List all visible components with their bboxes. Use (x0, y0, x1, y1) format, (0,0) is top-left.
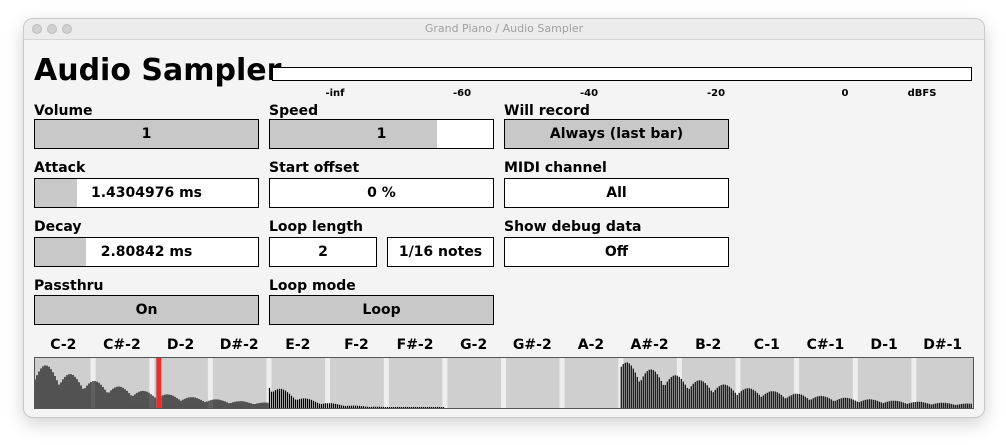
key-separator (852, 358, 858, 408)
speed-label: Speed (269, 103, 319, 119)
meter-unit-label: dBFS (907, 88, 937, 99)
key-label: D-2 (166, 337, 195, 353)
key-label: D#-2 (219, 337, 259, 353)
loop-mode-select[interactable]: Loop (269, 295, 494, 325)
meter-tick-label: -60 (452, 88, 472, 99)
key-separator (149, 358, 155, 408)
meter-tick-label: -20 (706, 88, 726, 99)
key-separator (794, 358, 800, 408)
keyboard-key-labels: C-2 C#-2 D-2 D#-2 E-2 F-2 F#-2 G-2 G#-2 A-2 A#-2 B-… (34, 337, 974, 355)
loop-length-label: Loop length (269, 219, 363, 235)
volume-label: Volume (34, 103, 93, 119)
zoom-window-button[interactable] (62, 24, 72, 34)
meter-tick-label: 0 (841, 88, 849, 99)
passthru-toggle[interactable]: On (34, 295, 259, 325)
waveform-segment (620, 362, 972, 408)
key-separator (735, 358, 741, 408)
key-label: D#-1 (923, 337, 963, 353)
key-label: G#-2 (512, 337, 552, 353)
loop-length-unit-select[interactable]: 1/16 notes (387, 237, 494, 267)
loop-mode-label: Loop mode (269, 278, 356, 294)
key-separator (501, 358, 506, 408)
key-label: A-2 (577, 337, 605, 353)
key-separator (325, 358, 331, 408)
key-separator (383, 358, 389, 408)
key-label: F#-2 (396, 337, 434, 353)
key-label: D-1 (870, 337, 898, 353)
decay-value: 2.80842 ms (100, 244, 193, 260)
key-label: E-2 (285, 337, 311, 353)
midi-channel-select[interactable]: All (504, 178, 729, 208)
key-label: B-2 (695, 337, 722, 353)
key-separator (266, 358, 272, 408)
start-offset-value: 0 % (367, 185, 396, 201)
decay-slider-fill (35, 238, 87, 266)
waveform-segment (35, 365, 270, 408)
sample-keyboard[interactable] (34, 357, 974, 409)
close-window-button[interactable] (32, 24, 42, 34)
page-title: Audio Sampler (34, 53, 282, 88)
volume-value: 1 (141, 126, 152, 142)
show-debug-label: Show debug data (504, 219, 642, 235)
key-label: F-2 (344, 337, 369, 353)
loop-length-unit: 1/16 notes (398, 244, 483, 260)
will-record-label: Will record (504, 103, 590, 119)
waveform-segment (268, 387, 445, 408)
key-separator (207, 358, 213, 408)
start-offset-label: Start offset (269, 160, 360, 176)
title-bar: Grand Piano / Audio Sampler (24, 19, 984, 40)
loop-length-value: 2 (318, 244, 328, 260)
midi-channel-label: MIDI channel (504, 160, 607, 176)
midi-channel-value: All (606, 185, 627, 201)
key-separator (911, 358, 917, 408)
attack-slider-fill (35, 179, 78, 207)
loop-mode-value: Loop (362, 302, 401, 318)
show-debug-toggle[interactable]: Off (504, 237, 729, 267)
key-label: C-1 (753, 337, 780, 353)
passthru-value: On (135, 302, 158, 318)
key-label: G-2 (460, 337, 488, 353)
meter-tick-label: -40 (579, 88, 599, 99)
attack-label: Attack (34, 160, 86, 176)
playhead-marker (156, 358, 162, 408)
speed-slider[interactable]: 1 (269, 119, 494, 149)
waveform-display (35, 358, 973, 408)
decay-slider[interactable]: 2.80842 ms (34, 237, 259, 267)
speed-slider-fill (270, 120, 438, 148)
key-label: A#-2 (630, 337, 669, 353)
key-label: C#-1 (806, 337, 845, 353)
key-label: C#-2 (103, 337, 141, 353)
attack-slider[interactable]: 1.4304976 ms (34, 178, 259, 208)
attack-value: 1.4304976 ms (90, 185, 203, 201)
key-separator (559, 358, 565, 408)
will-record-value: Always (last bar) (549, 126, 684, 142)
start-offset-slider[interactable]: 0 % (269, 178, 494, 208)
app-window: Grand Piano / Audio Sampler Audio Sample… (23, 18, 985, 418)
loop-length-input[interactable]: 2 (269, 237, 377, 267)
passthru-label: Passthru (34, 278, 104, 294)
key-separator (442, 358, 448, 408)
speed-value: 1 (376, 126, 387, 142)
volume-slider[interactable]: 1 (34, 119, 259, 149)
level-meter (272, 67, 972, 81)
show-debug-value: Off (604, 244, 629, 260)
window-title: Grand Piano / Audio Sampler (424, 22, 584, 35)
minimize-window-button[interactable] (47, 24, 57, 34)
will-record-select[interactable]: Always (last bar) (504, 119, 729, 149)
decay-label: Decay (34, 219, 82, 235)
key-label: C-2 (50, 337, 77, 353)
meter-tick-label: -inf (325, 88, 345, 99)
